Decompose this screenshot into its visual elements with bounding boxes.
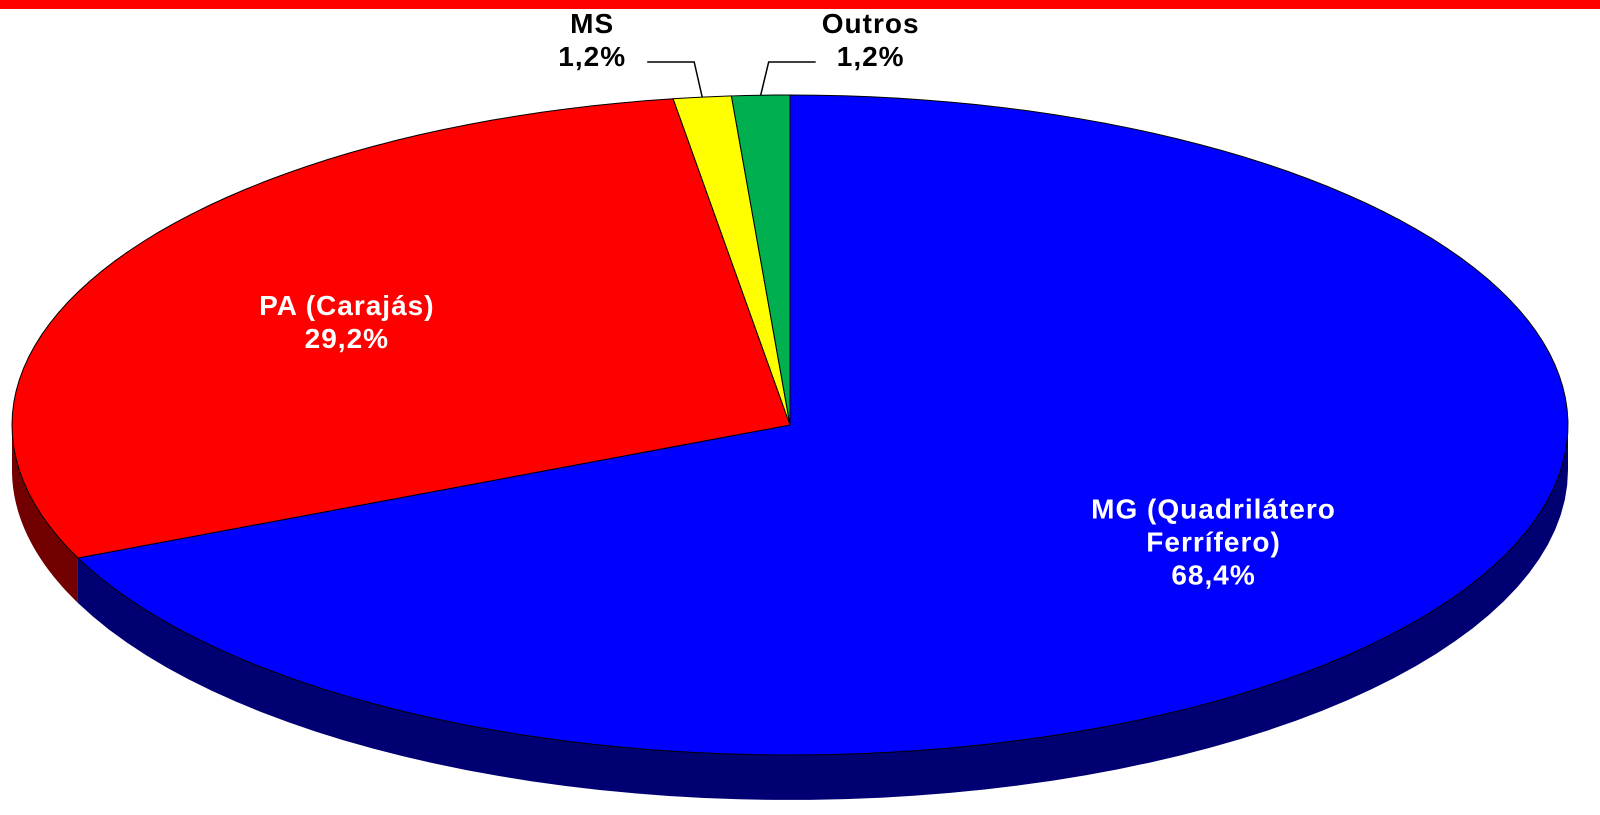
slice-label: Outros 1,2% xyxy=(822,7,920,73)
slice-label: MS 1,2% xyxy=(558,7,626,73)
slice-label: PA (Carajás) 29,2% xyxy=(259,289,434,355)
category-name: MS xyxy=(570,8,615,39)
value-label: 1,2% xyxy=(836,41,905,72)
leader-line xyxy=(759,61,816,96)
slice xyxy=(11,98,791,559)
slice-label: MG (Quadrilátero Ferrífero) 68,4% xyxy=(1049,493,1379,592)
category-name: Outros xyxy=(821,8,920,39)
top-bar xyxy=(0,0,1600,9)
slice-side xyxy=(12,425,78,603)
value-label: 1,2% xyxy=(558,41,627,72)
value-label: 29,2% xyxy=(304,322,390,354)
leader-line xyxy=(647,61,703,98)
category-name: PA (Carajás) xyxy=(259,289,435,321)
slice xyxy=(76,94,1569,756)
category-name: MG (Quadrilátero Ferrífero) xyxy=(1091,493,1336,558)
value-label: 68,4% xyxy=(1171,559,1256,591)
